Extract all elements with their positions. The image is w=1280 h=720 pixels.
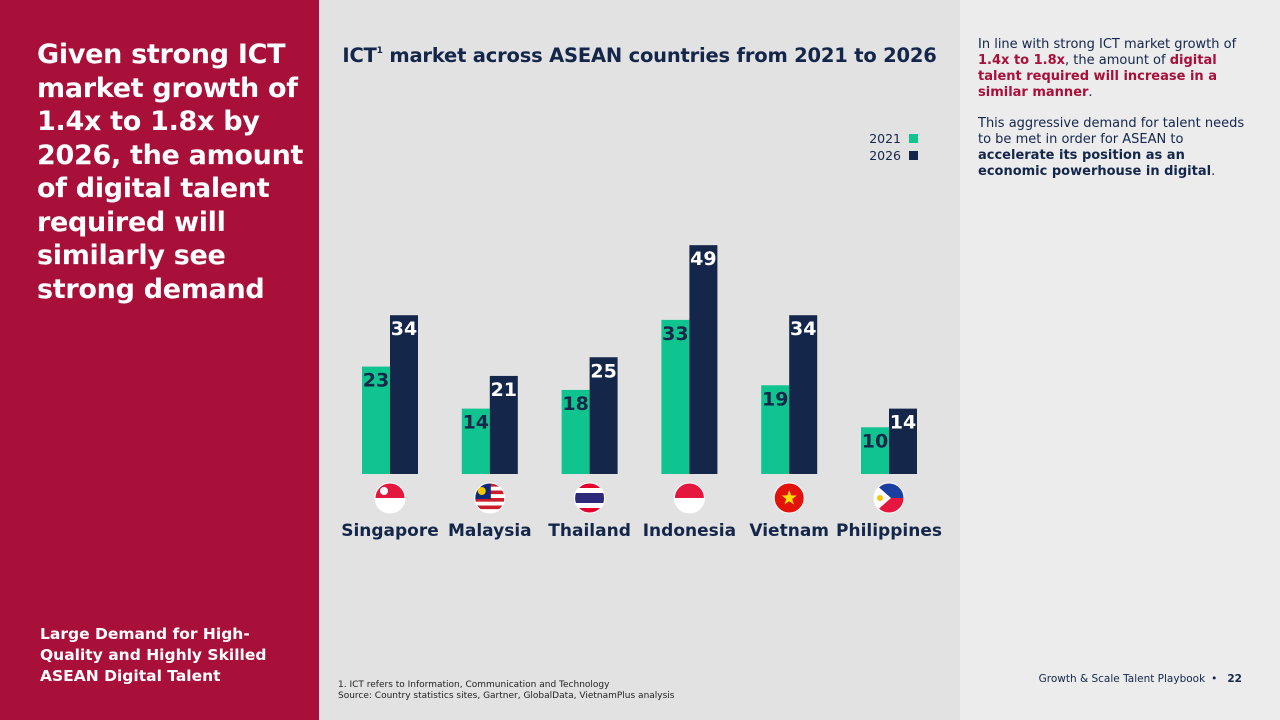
category-label-vietnam: Vietnam	[749, 521, 829, 541]
category-label-malaysia: Malaysia	[448, 521, 532, 541]
legend-swatch-2026	[909, 151, 918, 160]
bar-malaysia-2021	[461, 408, 490, 474]
talent-demand-highlight: digital talent required will increase in…	[978, 53, 1217, 100]
malaysia-flag-icon	[474, 482, 506, 514]
section-subheading: Large Demand for High-Quality and Highly…	[40, 625, 267, 685]
chart-title-main: ICT	[342, 44, 377, 67]
commentary-text-span: .	[1088, 85, 1093, 100]
growth-range-highlight: 1.4x to 1.8x	[978, 53, 1066, 68]
bar-indonesia-2026	[689, 245, 718, 474]
commentary-text-span: , the amount of	[1065, 53, 1170, 68]
thailand-flag-icon	[574, 482, 606, 514]
footer-separator: •	[1211, 673, 1218, 685]
bar-indonesia-2021	[661, 319, 690, 474]
category-label-singapore: Singapore	[341, 521, 439, 541]
footnote: 1. ICT refers to Information, Communicat…	[338, 680, 675, 702]
data-label-vietnam-2026: 34	[790, 318, 816, 340]
bar-vietnam-2026	[789, 315, 818, 474]
category-label-thailand: Thailand	[548, 521, 631, 541]
footnote-definition: 1. ICT refers to Information, Communicat…	[338, 680, 610, 690]
page-footer: Growth & Scale Talent Playbook • 22	[1039, 673, 1242, 685]
category-label-philippines: Philippines	[836, 521, 942, 541]
bar-singapore-2026	[390, 315, 418, 474]
indonesia-flag-icon	[673, 482, 705, 514]
data-label-malaysia-2021: 14	[463, 412, 489, 434]
chart-title-footnote-marker: 1	[376, 46, 383, 56]
data-label-singapore-2021: 23	[363, 370, 389, 392]
commentary-text: In line with strong ICT market growth of…	[978, 37, 1248, 195]
commentary-paragraph-1: In line with strong ICT market growth of…	[978, 37, 1248, 101]
chart-legend: 2021 2026	[869, 130, 918, 164]
left-panel: Given strong ICT market growth of 1.4x t…	[0, 0, 319, 720]
data-label-philippines-2021: 10	[862, 430, 888, 452]
category-label-indonesia: Indonesia	[643, 521, 736, 541]
data-label-thailand-2021: 18	[562, 393, 588, 415]
philippines-flag-icon	[873, 482, 905, 514]
bar-philippines-2021	[861, 427, 889, 474]
commentary-text-span: This aggressive demand for talent needs …	[978, 116, 1245, 147]
bar-thailand-2026	[589, 357, 618, 474]
commentary-text-span: In line with strong ICT market growth of	[978, 37, 1237, 52]
chart-title-rest: market across ASEAN countries from 2021 …	[382, 44, 937, 67]
data-label-indonesia-2021: 33	[662, 323, 688, 345]
data-label-singapore-2026: 34	[391, 318, 417, 340]
commentary-text-span: .	[1211, 164, 1216, 179]
legend-swatch-2021	[909, 134, 918, 143]
legend-label-2026: 2026	[869, 148, 901, 163]
data-label-malaysia-2026: 21	[491, 379, 517, 401]
bar-singapore-2021	[362, 366, 390, 474]
data-label-thailand-2026: 25	[590, 360, 616, 382]
vietnam-flag-icon	[773, 482, 805, 514]
commentary-paragraph-2: This aggressive demand for talent needs …	[978, 116, 1248, 180]
footer-title: Growth & Scale Talent Playbook	[1038, 673, 1206, 685]
powerhouse-highlight: accelerate its position as an economic p…	[978, 148, 1212, 179]
data-label-indonesia-2026: 49	[690, 248, 716, 270]
data-label-philippines-2026: 14	[890, 412, 916, 434]
data-label-vietnam-2021: 19	[762, 388, 788, 410]
legend-item-2021: 2021	[869, 130, 918, 147]
bar-chart: 2334Singapore1421Malaysia1825Thailand334…	[341, 245, 942, 541]
singapore-flag-icon	[374, 482, 406, 514]
legend-item-2026: 2026	[869, 147, 918, 164]
bar-vietnam-2021	[761, 385, 790, 474]
chart-title: ICT1 market across ASEAN countries from …	[319, 44, 960, 67]
headline: Given strong ICT market growth of 1.4x t…	[37, 39, 304, 305]
bar-thailand-2021	[561, 389, 590, 474]
commentary-panel: In line with strong ICT market growth of…	[960, 0, 1280, 720]
bar-malaysia-2026	[489, 375, 518, 474]
legend-label-2021: 2021	[869, 131, 901, 146]
chart-panel: ICT1 market across ASEAN countries from …	[319, 0, 960, 720]
bar-philippines-2026	[889, 408, 917, 474]
footnote-source: Source: Country statistics sites, Gartne…	[338, 691, 675, 701]
page-number: 22	[1227, 673, 1242, 685]
